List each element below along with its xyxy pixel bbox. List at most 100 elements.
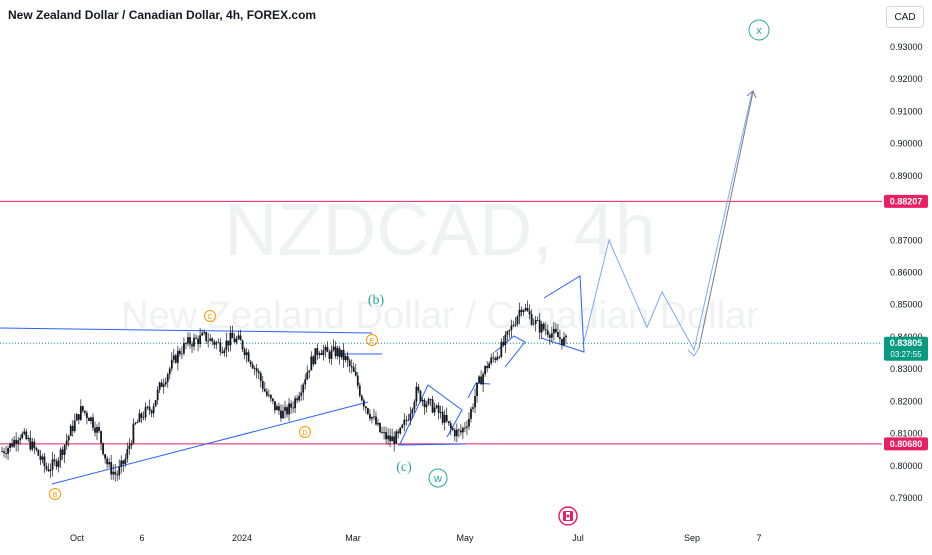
- candle-body: [338, 348, 341, 358]
- price-tick-label: 0.90000: [890, 139, 923, 149]
- candle-body: [207, 340, 210, 342]
- candle-body: [140, 413, 143, 418]
- candle-body: [358, 385, 361, 396]
- candle-body: [470, 408, 472, 419]
- candle-body: [253, 368, 256, 370]
- candle-body: [79, 406, 82, 420]
- candle-body: [7, 448, 9, 454]
- candle-body: [37, 449, 40, 456]
- candle-body: [464, 427, 466, 429]
- horizontal-levels[interactable]: 0.88207 0.80680 0.83805 03:27:55: [0, 194, 928, 451]
- candle-body: [269, 394, 272, 399]
- candle-body: [459, 430, 462, 433]
- candle-body: [81, 406, 84, 411]
- candle-body: [429, 399, 432, 400]
- time-axis[interactable]: Oct 6 2024 Mar May Jul Sep 7: [70, 533, 762, 543]
- price-tick-label: 0.91000: [890, 106, 923, 116]
- wave-label-B: B: [49, 488, 61, 500]
- candle-body: [142, 417, 145, 419]
- candle-body: [73, 420, 76, 432]
- trendline-upper: [0, 327, 373, 334]
- price-tick-label: 0.80000: [890, 461, 923, 471]
- candles-series: [1, 300, 567, 482]
- candle-body: [443, 414, 446, 423]
- watermark-layer: NZDCAD, 4h New Zealand Dollar / Canadian…: [121, 188, 759, 337]
- candle-body: [510, 325, 513, 330]
- candle-body: [366, 408, 369, 414]
- candle-body: [439, 411, 442, 413]
- candle-body: [55, 461, 58, 467]
- candle-body: [176, 350, 179, 363]
- drawings-layer[interactable]: [0, 90, 757, 485]
- candle-body: [164, 381, 167, 385]
- candle-body: [288, 403, 290, 415]
- candle-body: [304, 379, 307, 385]
- price-axis[interactable]: 0.93000 0.92000 0.91000 0.90000 0.89000 0.870…: [890, 42, 923, 503]
- price-tick-label: 0.83000: [890, 364, 923, 374]
- projection-path: [583, 91, 753, 352]
- candle-body: [59, 449, 62, 461]
- candle-body: [502, 341, 505, 346]
- candle-body: [144, 407, 147, 418]
- candle-body: [441, 411, 444, 423]
- candle-body: [71, 425, 74, 432]
- price-tick-label: 0.93000: [890, 42, 923, 52]
- candle-body: [362, 400, 365, 407]
- canada-flag-icon[interactable]: [558, 506, 578, 526]
- time-tick-label: Mar: [345, 533, 361, 543]
- candle-body: [11, 443, 14, 447]
- candle-body: [455, 429, 458, 437]
- candle-body: [308, 370, 311, 373]
- candle-body: [401, 424, 404, 428]
- candle-body: [110, 462, 113, 475]
- wave-label-E-text: E: [370, 338, 375, 345]
- candle-body: [259, 373, 262, 381]
- currency-button[interactable]: CAD: [886, 6, 924, 28]
- candle-body: [122, 460, 125, 464]
- candle-body: [530, 314, 533, 325]
- candle-body: [239, 335, 242, 341]
- triangle-pattern-1: [399, 384, 463, 445]
- candle-body: [421, 399, 424, 402]
- candle-body: [15, 439, 18, 444]
- price-tick-label: 0.89000: [890, 171, 923, 181]
- candle-body: [298, 395, 301, 401]
- candle-body: [213, 341, 216, 345]
- candle-body: [377, 422, 379, 425]
- price-badge-lower: 0.80680: [890, 439, 923, 449]
- candle-body: [371, 416, 373, 419]
- wave-label-w-text: w: [433, 473, 442, 485]
- candle-body: [128, 445, 131, 449]
- candle-body: [69, 425, 72, 436]
- watermark-name: New Zealand Dollar / Canadian Dollar: [121, 295, 759, 337]
- candle-body: [395, 431, 398, 444]
- candle-body: [557, 332, 559, 338]
- candle-body: [364, 406, 367, 409]
- candle-body: [316, 348, 319, 355]
- candle-body: [381, 432, 383, 433]
- candle-body: [223, 350, 226, 353]
- candle-body: [221, 351, 224, 353]
- candle-body: [360, 395, 363, 401]
- candle-body: [9, 443, 11, 449]
- wave-label-B-text: B: [53, 492, 58, 499]
- candle-body: [158, 382, 161, 390]
- candle-body: [27, 437, 30, 440]
- candle-body: [546, 330, 549, 335]
- candle-body: [403, 419, 406, 425]
- candle-body: [314, 348, 317, 365]
- candle-body: [189, 337, 191, 345]
- candle-body: [274, 401, 276, 411]
- candle-body: [90, 417, 92, 422]
- candle-body: [423, 399, 426, 408]
- candle-body: [484, 366, 487, 375]
- candle-body: [235, 338, 238, 343]
- candle-body: [498, 356, 501, 358]
- candle-body: [480, 376, 482, 385]
- candle-body: [306, 372, 309, 380]
- candle-body: [399, 427, 402, 434]
- candle-body: [383, 432, 385, 433]
- candle-body: [233, 338, 236, 343]
